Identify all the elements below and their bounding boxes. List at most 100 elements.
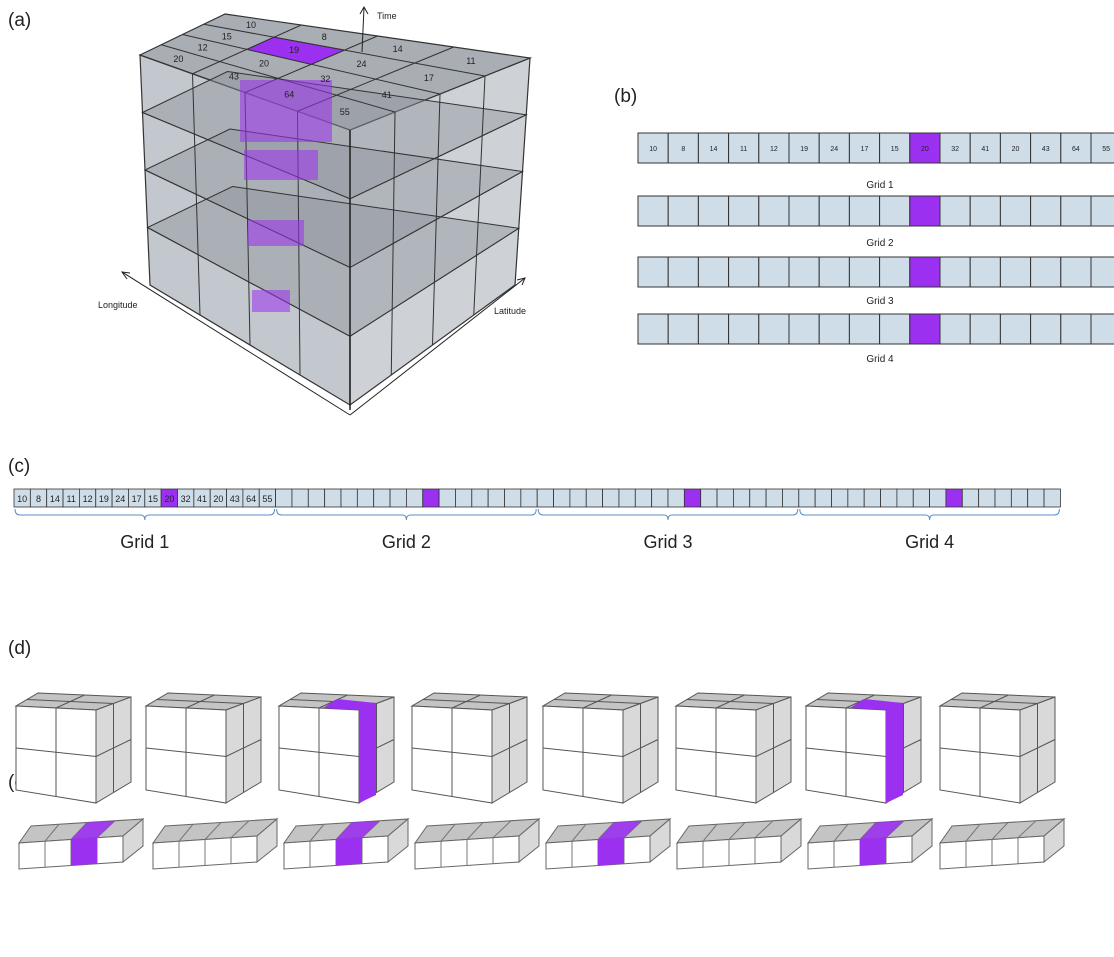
slab <box>806 817 934 870</box>
grid-cell <box>969 195 1001 227</box>
sequence-cell <box>553 488 571 508</box>
grid-cell-value: 11 <box>740 146 747 153</box>
sequence-cell <box>814 488 832 508</box>
grid-cell <box>848 132 881 164</box>
sequence-cell <box>569 488 587 508</box>
slab-line <box>754 820 774 839</box>
sequence-cell <box>896 488 914 508</box>
grid-cell <box>667 313 699 345</box>
grid-cell <box>1060 313 1092 345</box>
grid-label: Grid 1 <box>866 180 894 191</box>
grid-cell <box>758 195 790 227</box>
grid-cell <box>728 195 760 227</box>
grid-cell <box>1090 195 1114 227</box>
grid-cell-value: 10 <box>649 146 657 153</box>
grid-cell <box>697 132 730 164</box>
slab-highlight <box>336 837 362 866</box>
grid-cell <box>818 195 850 227</box>
grid-cell-highlight <box>909 313 941 345</box>
slab-highlight <box>336 820 380 840</box>
grid-cell-value: 55 <box>1102 146 1110 153</box>
cube-line <box>950 699 1038 704</box>
sequence-cell-value: 14 <box>50 494 60 504</box>
slab-side <box>911 817 933 864</box>
cube-highlight <box>886 703 903 803</box>
slab <box>938 817 1066 870</box>
sequence-cell <box>667 488 685 508</box>
grid-cell <box>1090 256 1114 288</box>
small-cube <box>938 692 1056 804</box>
grid-cell <box>1090 313 1114 345</box>
cube-highlight-cell <box>252 290 290 312</box>
grid-cell-highlight <box>909 195 941 227</box>
sequence-cell <box>471 488 489 508</box>
grid-cell <box>818 256 850 288</box>
slab-highlight <box>860 837 886 866</box>
grid-label: Grid 2 <box>866 238 894 249</box>
grid-cell-value: 32 <box>951 146 959 153</box>
sequence-cell <box>536 488 554 508</box>
grid-cell <box>758 132 790 164</box>
panel-label-a: (a) <box>8 10 32 31</box>
sequence-cell-value: 41 <box>197 494 207 504</box>
sequence-cell <box>798 488 816 508</box>
grid-cell-value: 8 <box>681 146 685 153</box>
grid-cell <box>999 195 1032 227</box>
cube-line <box>542 739 659 758</box>
time-arrowhead <box>359 5 369 15</box>
sequence-cell-value: 11 <box>67 494 76 504</box>
sequence-cell-value: 19 <box>99 494 109 504</box>
grid-cell <box>939 195 971 227</box>
grid-cell <box>667 256 699 288</box>
small-cube <box>541 692 659 804</box>
panel-d-cubes <box>14 692 1056 804</box>
cube-line <box>686 699 774 704</box>
sequence-cell-value: 32 <box>181 494 191 504</box>
slab-line <box>492 820 512 839</box>
grid-cell-value: 20 <box>921 146 929 153</box>
sequence-cell-value: 10 <box>17 494 27 504</box>
panel-e-slabs <box>17 817 1066 870</box>
latitude-axis-label: Latitude <box>494 306 526 316</box>
grid-cell-value: 64 <box>1072 146 1080 153</box>
slab-side <box>122 817 144 864</box>
sequence-cell <box>438 488 456 508</box>
cube-top-value: 14 <box>393 44 403 54</box>
sequence-cell <box>520 488 538 508</box>
sequence-cell <box>275 488 293 508</box>
grid-cell <box>848 256 881 288</box>
sequence-cell-highlight <box>945 488 963 508</box>
sequence-cell <box>651 488 669 508</box>
slab-line <box>44 823 60 842</box>
sequence-cell <box>389 488 407 508</box>
cube-highlight <box>323 699 376 710</box>
sequence-cell <box>994 488 1012 508</box>
sequence-cell <box>978 488 996 508</box>
latitude-arrowhead <box>516 277 526 286</box>
grid-brace <box>537 508 799 521</box>
cube-top-value: 32 <box>320 74 330 84</box>
grid-brace <box>799 508 1060 521</box>
cube-highlight <box>850 699 903 710</box>
sequence-cell <box>356 488 375 508</box>
small-cube <box>277 692 395 804</box>
slab-line <box>571 823 587 842</box>
grid-cell <box>1030 195 1062 227</box>
sequence-cell <box>634 488 653 508</box>
cube-line <box>156 699 244 704</box>
cube-highlight-cell <box>248 220 304 246</box>
slab <box>17 817 145 870</box>
grid-cell-highlight <box>909 256 941 288</box>
sequence-cell-value: 20 <box>164 494 174 504</box>
sequence-cell-highlight <box>683 488 702 508</box>
grid-cell <box>697 313 730 345</box>
small-cube <box>674 692 792 804</box>
grid-brace <box>14 508 276 521</box>
panel-label-b: (b) <box>614 86 638 107</box>
grid-cell <box>637 195 669 227</box>
grid-cell <box>1060 195 1092 227</box>
slab-line <box>728 822 746 840</box>
grid-cell <box>1090 132 1114 164</box>
grid-cell-value: 24 <box>830 146 838 153</box>
grid-cell <box>697 195 730 227</box>
